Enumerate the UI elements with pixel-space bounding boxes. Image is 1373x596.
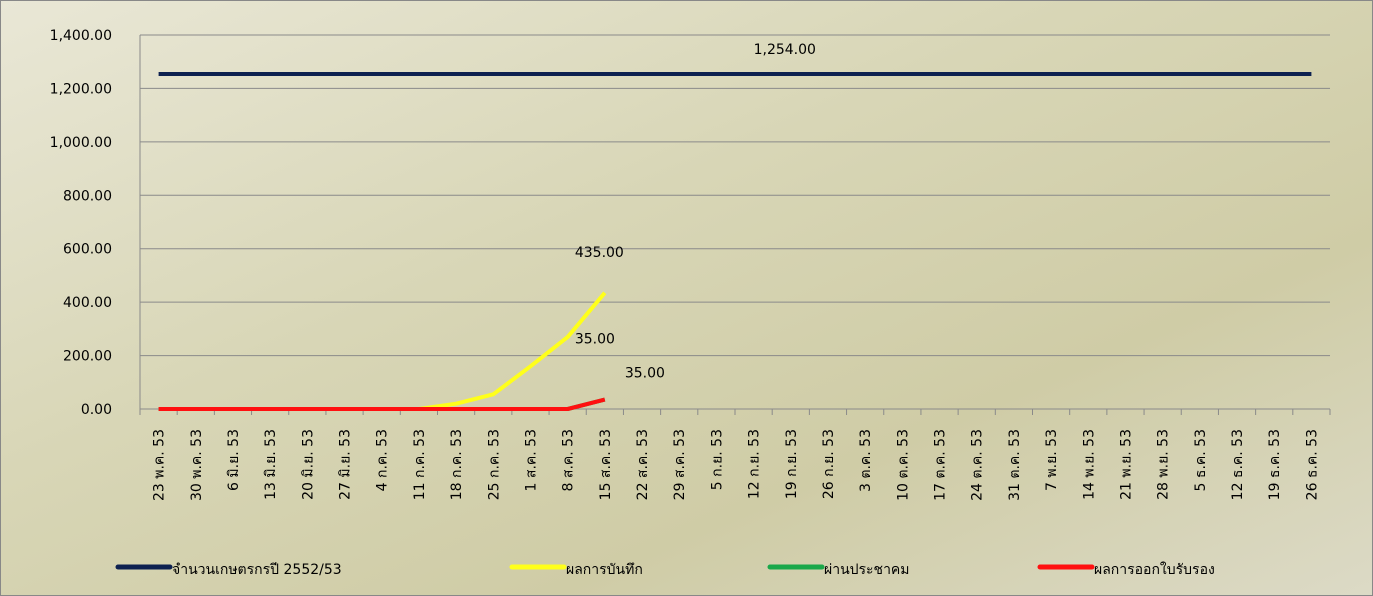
x-tick-label: 29 ส.ค. 53 [672, 429, 688, 500]
y-tick-label: 1,400.00 [50, 28, 112, 44]
x-tick-label: 19 ธ.ค. 53 [1267, 429, 1283, 500]
x-tick-label: 23 พ.ค. 53 [152, 429, 168, 501]
data-label: 1,254.00 [754, 42, 816, 58]
x-tick-label: 5 ก.ย. 53 [709, 429, 725, 490]
x-tick-label: 3 ต.ค. 53 [858, 429, 874, 492]
x-tick-label: 21 พ.ย. 53 [1118, 429, 1134, 500]
x-tick-label: 5 ธ.ค. 53 [1193, 429, 1209, 491]
x-tick-label: 10 ต.ค. 53 [895, 429, 911, 501]
x-tick-label: 20 มิ.ย. 53 [300, 429, 316, 500]
y-tick-label: 200.00 [63, 349, 112, 365]
x-tick-label: 22 ส.ค. 53 [635, 429, 651, 500]
y-tick-label: 800.00 [63, 188, 112, 204]
x-tick-label: 26 ธ.ค. 53 [1304, 429, 1320, 500]
x-tick-label: 28 พ.ย. 53 [1156, 429, 1172, 500]
data-label: 35.00 [575, 332, 615, 348]
series-line [158, 397, 606, 411]
x-tick-label: 17 ต.ค. 53 [933, 429, 949, 501]
x-tick-label: 8 ส.ค. 53 [561, 429, 577, 491]
legend-label: ผลการออกใบรับรอง [1094, 561, 1215, 578]
y-tick-label: 400.00 [63, 295, 112, 311]
x-tick-label: 24 ต.ค. 53 [970, 429, 986, 501]
x-tick-label: 6 มิ.ย. 53 [226, 429, 242, 491]
y-tick-label: 0.00 [81, 402, 112, 418]
x-tick-label: 18 ก.ค. 53 [449, 429, 465, 500]
x-tick-label: 4 ก.ค. 53 [375, 429, 391, 491]
x-tick-label: 13 มิ.ย. 53 [263, 429, 279, 500]
x-tick-label: 12 ก.ย. 53 [747, 429, 763, 499]
x-tick-label: 31 ต.ค. 53 [1007, 429, 1023, 501]
x-tick-label: 12 ธ.ค. 53 [1230, 429, 1246, 500]
legend-label: ผ่านประชาคม [824, 562, 910, 578]
x-tick-label: 11 ก.ค. 53 [412, 429, 428, 500]
x-tick-label: 30 พ.ค. 53 [189, 429, 205, 501]
y-tick-label: 1,000.00 [50, 135, 112, 151]
x-tick-label: 25 ก.ค. 53 [486, 429, 502, 500]
x-tick-label: 15 ส.ค. 53 [598, 429, 614, 500]
x-tick-label: 14 พ.ย. 53 [1081, 429, 1097, 500]
x-tick-label: 1 ส.ค. 53 [523, 429, 539, 491]
data-label: 435.00 [575, 245, 624, 261]
x-tick-label: 26 ก.ย. 53 [821, 429, 837, 499]
y-tick-label: 600.00 [63, 242, 112, 258]
x-tick-label: 27 มิ.ย. 53 [338, 429, 354, 500]
x-tick-label: 7 พ.ย. 53 [1044, 429, 1060, 491]
legend-label: ผลการบันทึก [566, 562, 643, 578]
data-label: 35.00 [625, 366, 665, 382]
y-tick-label: 1,200.00 [50, 81, 112, 97]
x-tick-label: 19 ก.ย. 53 [784, 429, 800, 499]
legend-label: จำนวนเกษตรกรปี 2552/53 [172, 562, 342, 578]
